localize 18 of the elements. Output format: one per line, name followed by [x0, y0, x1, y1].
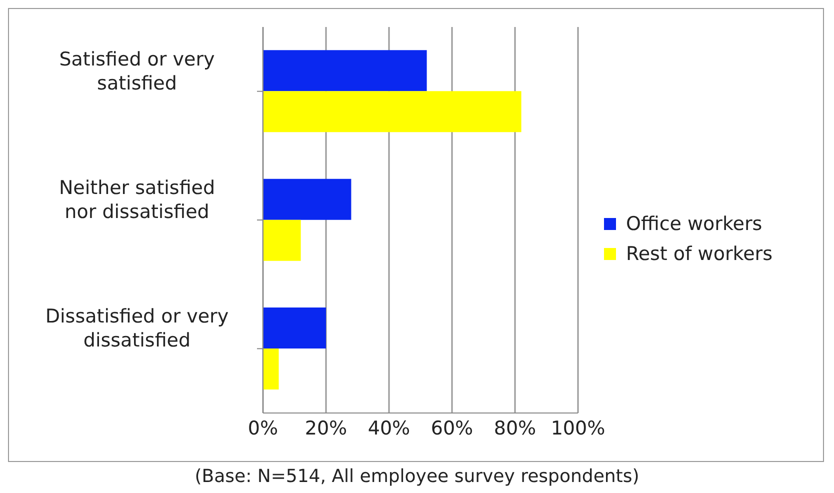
bar [263, 220, 301, 261]
y-tick-label: Dissatisfied or very dissatisfied [45, 306, 229, 352]
y-tick-label: Satisfied or very satisfied [59, 48, 215, 94]
bar [263, 178, 352, 220]
x-tick-label: 80% [494, 417, 536, 440]
legend-label: Office workers [626, 213, 762, 235]
x-tick-label: 60% [430, 417, 474, 440]
x-tick-label: 20% [304, 417, 348, 440]
x-tick-label: 0% [248, 417, 278, 440]
x-tick-label: 100% [550, 417, 606, 440]
bar [263, 91, 522, 132]
bar [263, 307, 326, 348]
x-tick-label: 40% [368, 417, 410, 440]
bar [263, 50, 427, 92]
y-tick-label: Neither satisfied nor dissatisfied [58, 177, 216, 223]
text: (Base: N=514, All employee survey respondents) [194, 466, 640, 487]
legend-label: Rest of workers [626, 243, 772, 265]
bar [263, 348, 279, 390]
